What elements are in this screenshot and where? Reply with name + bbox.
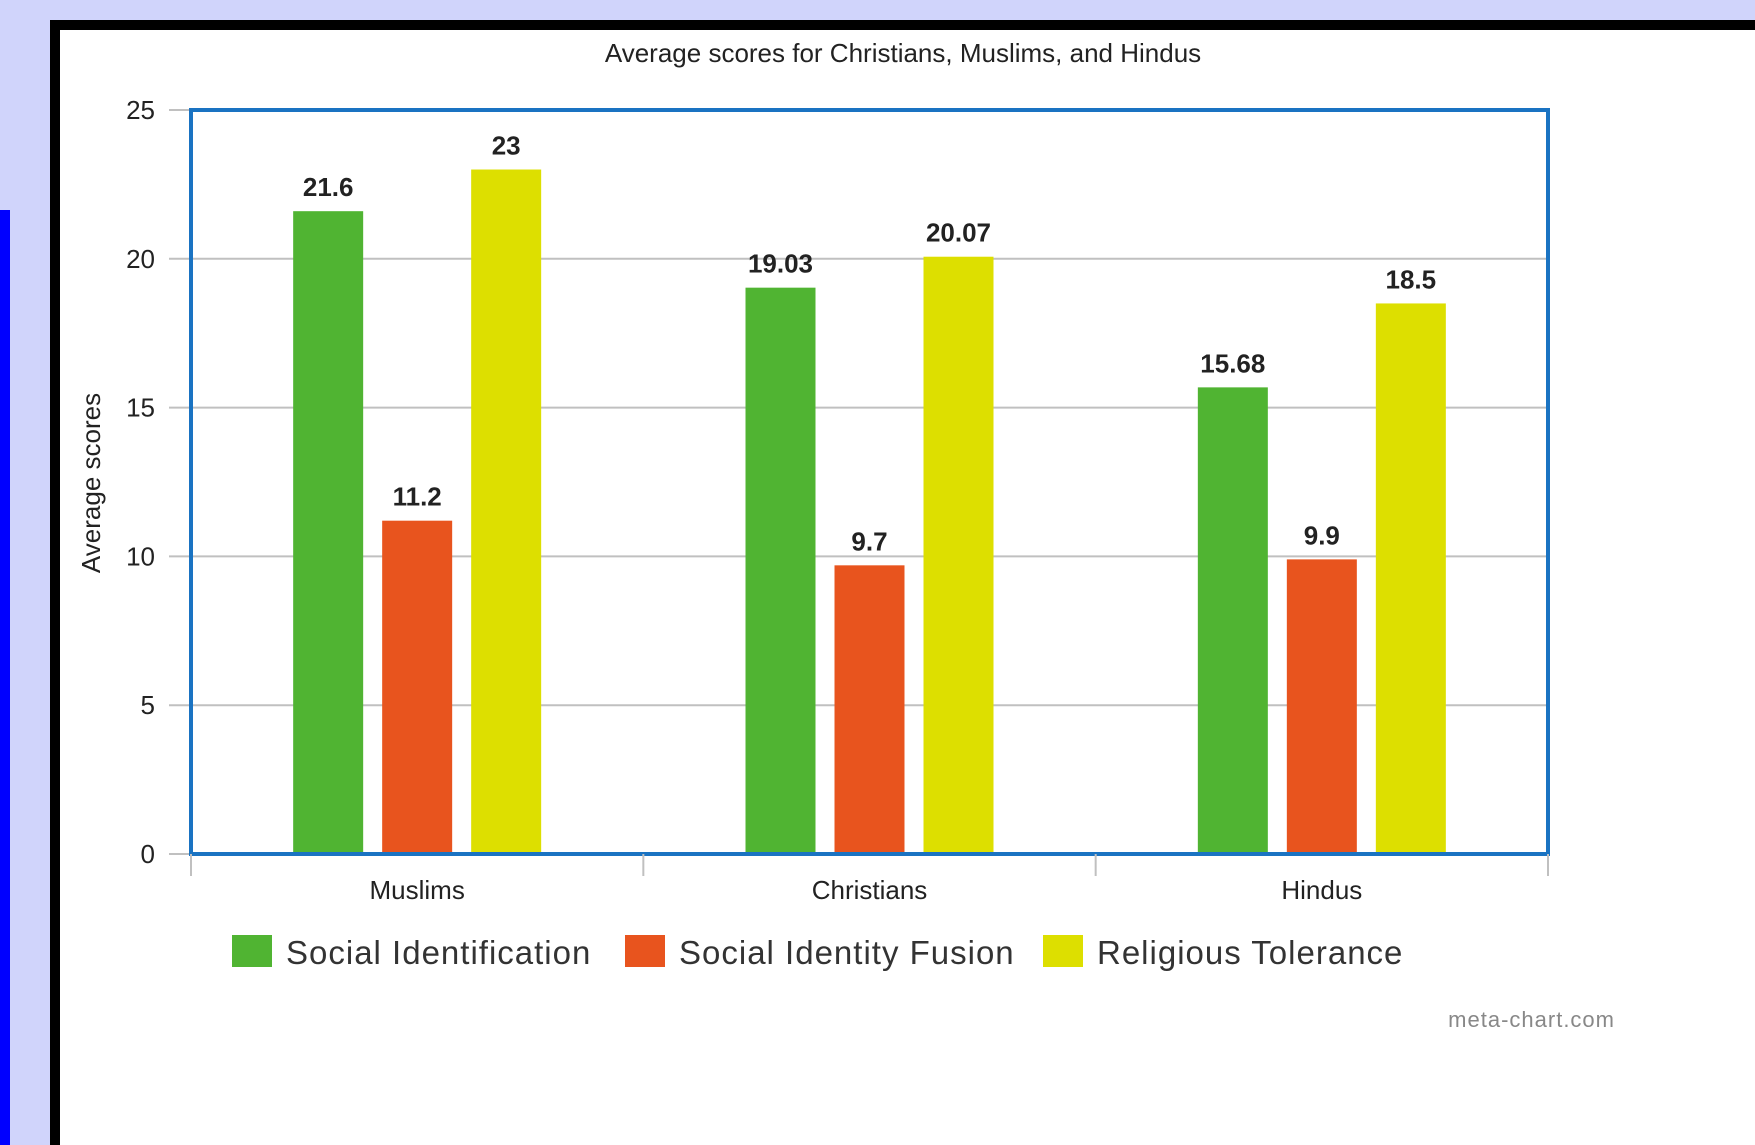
bar-chart: Average scores for Christians, Muslims, … [76,38,1615,1032]
credit-text[interactable]: meta-chart.com [1448,1007,1615,1032]
bar[interactable] [293,211,364,854]
legend-item-label[interactable]: Social Identity Fusion [679,934,1015,971]
y-tick-label: 10 [126,541,155,571]
data-label: 19.03 [748,249,813,279]
data-label: 15.68 [1200,348,1265,378]
bar[interactable] [1375,303,1446,854]
data-label: 18.5 [1386,264,1437,294]
bar[interactable] [471,169,542,854]
bar[interactable] [382,520,453,854]
y-tick-label: 0 [141,839,155,869]
legend: Social Identification Social Identity Fus… [232,934,1403,971]
y-axis-ticks: 0 5 10 15 20 25 [126,95,155,869]
x-axis: Muslims Christians Hindus [190,854,1549,905]
data-label: 9.7 [851,526,887,556]
bars [293,169,1446,854]
bar[interactable] [745,287,816,854]
data-labels: 21.6 11.2 23 19.03 9.7 20.07 15.68 9.9 18.5 [303,131,1436,557]
bar[interactable] [923,256,994,854]
legend-swatch[interactable] [232,935,272,967]
data-label: 9.9 [1304,520,1340,550]
y-tick-label: 5 [141,690,155,720]
y-tick-label: 15 [126,393,155,423]
legend-item-label[interactable]: Social Identification [286,934,591,971]
legend-swatch[interactable] [1043,935,1083,967]
x-tick-label: Hindus [1281,875,1362,905]
chart-panel: Average scores for Christians, Muslims, … [60,30,1755,1145]
data-label: 20.07 [926,218,991,248]
chart-title: Average scores for Christians, Muslims, … [605,38,1201,68]
bar[interactable] [1286,559,1357,854]
data-label: 23 [492,131,521,161]
legend-swatch[interactable] [625,935,665,967]
y-tick-label: 20 [126,244,155,274]
legend-item-label[interactable]: Religious Tolerance [1097,934,1403,971]
y-axis-label: Average scores [76,393,106,573]
data-label: 11.2 [393,482,442,512]
data-label: 21.6 [303,172,354,202]
bar[interactable] [834,565,905,854]
y-tick-label: 25 [126,95,155,125]
x-tick-label: Muslims [369,875,464,905]
x-tick-label: Christians [812,875,928,905]
plot-border [189,108,1550,856]
left-frame-bar [0,210,10,1145]
bar[interactable] [1197,387,1268,854]
